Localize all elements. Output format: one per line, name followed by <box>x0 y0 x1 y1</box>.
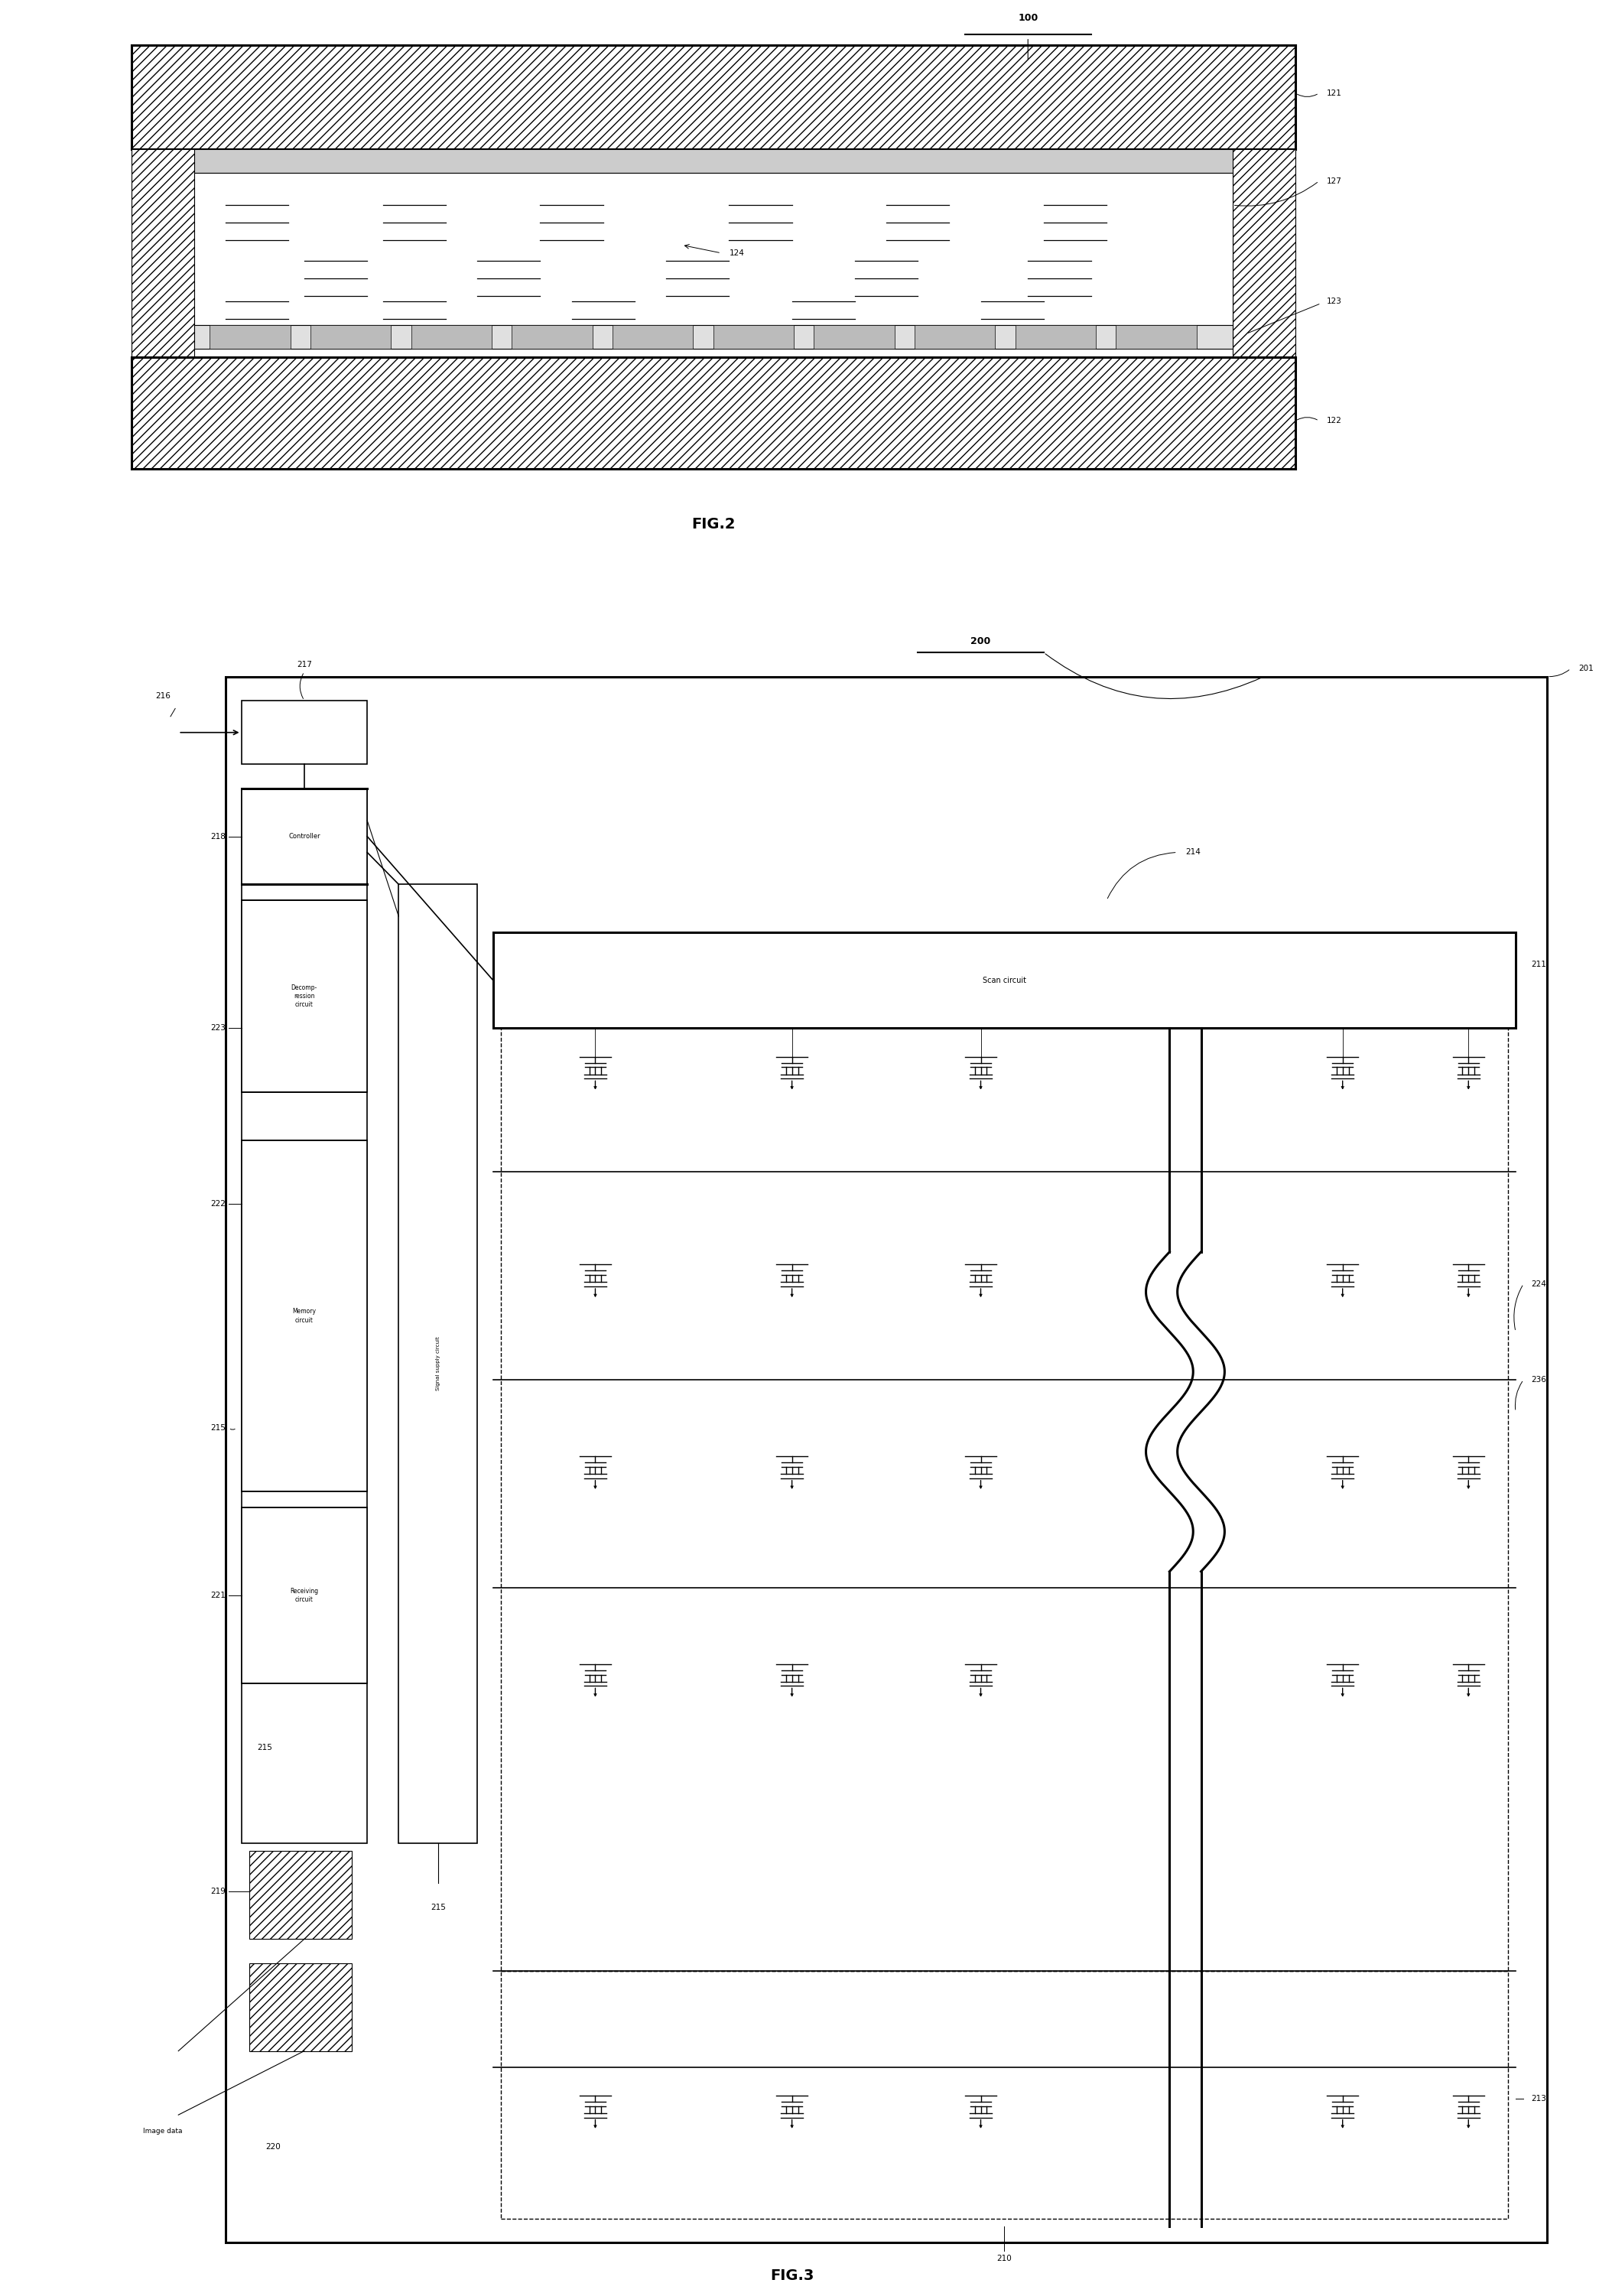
Text: 236: 236 <box>1532 1375 1546 1384</box>
Text: Memory
circuit: Memory circuit <box>293 1309 317 1325</box>
Bar <box>915 326 995 349</box>
Text: 223: 223 <box>211 1024 225 1031</box>
Bar <box>411 326 492 349</box>
Text: 222: 222 <box>211 1201 225 1208</box>
Bar <box>241 1508 368 1683</box>
Text: 220: 220 <box>265 2142 280 2151</box>
Bar <box>1233 149 1295 356</box>
Bar <box>225 677 1548 2243</box>
Text: 219: 219 <box>211 1887 225 1894</box>
Bar <box>131 356 1295 468</box>
Bar <box>241 1141 368 1492</box>
Text: Signal supply circuit: Signal supply circuit <box>435 1336 440 1391</box>
Bar <box>398 884 477 1844</box>
Bar <box>249 1851 352 1940</box>
Text: Scan circuit: Scan circuit <box>982 976 1027 985</box>
Text: 210: 210 <box>996 2255 1012 2262</box>
Text: Image data: Image data <box>142 2128 182 2135</box>
Text: 201: 201 <box>1578 666 1594 673</box>
Bar <box>241 700 368 765</box>
Text: FIG.3: FIG.3 <box>771 2268 814 2282</box>
Bar <box>131 149 193 356</box>
Text: 122: 122 <box>1327 418 1342 425</box>
Bar <box>241 788 368 1844</box>
Text: 127: 127 <box>1327 177 1342 186</box>
Bar <box>131 46 1295 149</box>
Bar <box>492 1029 1516 2227</box>
Text: 100: 100 <box>1019 14 1038 23</box>
Text: 218: 218 <box>211 833 225 840</box>
Text: 214: 214 <box>1185 850 1201 856</box>
Bar <box>241 900 368 1093</box>
Bar <box>1015 326 1095 349</box>
Text: Receiving
circuit: Receiving circuit <box>289 1587 318 1603</box>
Text: 217: 217 <box>297 661 312 668</box>
Text: 216: 216 <box>155 691 171 700</box>
Bar <box>193 172 1233 326</box>
Bar <box>249 1963 352 2050</box>
Bar <box>500 1029 1508 1970</box>
Text: 211: 211 <box>1532 960 1546 969</box>
Bar <box>500 1970 1508 2218</box>
Bar <box>193 326 1233 349</box>
Text: 215: 215 <box>430 1903 446 1910</box>
Bar <box>492 932 1516 1029</box>
Bar <box>1116 326 1196 349</box>
Text: 215: 215 <box>257 1743 272 1752</box>
Bar <box>713 326 793 349</box>
Bar <box>612 326 692 349</box>
Text: 215: 215 <box>211 1424 225 1430</box>
Bar <box>310 326 392 349</box>
Bar <box>209 326 291 349</box>
Text: 200: 200 <box>971 636 991 647</box>
Text: FIG.2: FIG.2 <box>691 517 736 530</box>
Text: 121: 121 <box>1327 90 1342 96</box>
Text: 124: 124 <box>729 250 744 257</box>
Bar <box>814 326 894 349</box>
Text: 123: 123 <box>1327 296 1342 305</box>
Text: 221: 221 <box>211 1591 225 1600</box>
Text: Controller: Controller <box>288 833 320 840</box>
Text: 213: 213 <box>1532 2094 1546 2103</box>
Bar <box>512 326 593 349</box>
Bar <box>241 788 368 884</box>
Bar <box>179 149 1249 172</box>
Text: Decomp-
ression
circuit: Decomp- ression circuit <box>291 985 317 1008</box>
Text: 224: 224 <box>1532 1279 1546 1288</box>
